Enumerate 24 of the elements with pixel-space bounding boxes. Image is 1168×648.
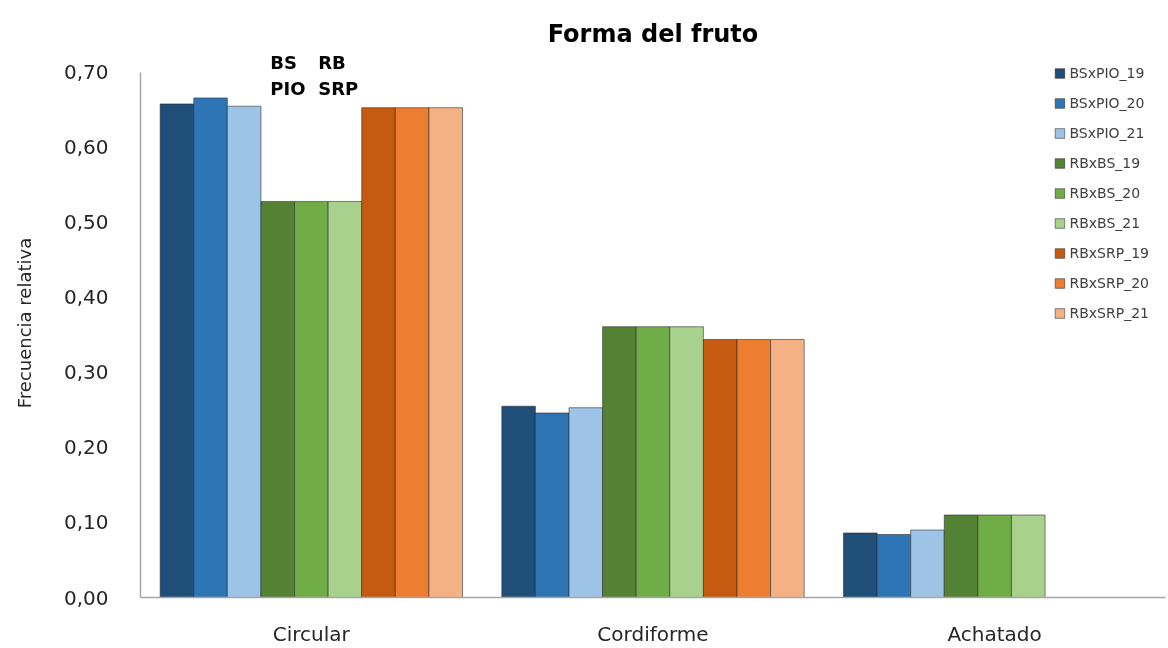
y-tick-label: 0,60 xyxy=(63,135,109,160)
y-tick-label: 0,30 xyxy=(63,360,109,385)
y-tick-label: 0,20 xyxy=(63,435,109,460)
y-tick-label: 0,70 xyxy=(63,60,109,85)
x-tick-label: Cordiforme xyxy=(597,621,709,646)
legend-label: RBxBS_19 xyxy=(1069,154,1141,172)
annotation: BS PIO xyxy=(270,52,306,100)
y-axis-title: Frecuencia relativa xyxy=(13,237,35,409)
legend-label: BSxPIO_21 xyxy=(1069,124,1145,142)
annotation: RB SRP xyxy=(318,52,359,100)
legend-label: BSxPIO_19 xyxy=(1069,64,1145,82)
legend-label: BSxPIO_20 xyxy=(1069,94,1145,112)
x-tick-label: Achatado xyxy=(947,621,1042,646)
y-tick-label: 0,50 xyxy=(63,210,109,235)
chart-title: Forma del fruto xyxy=(547,19,759,48)
legend-label: RBxSRP_19 xyxy=(1069,244,1149,262)
legend-label: RBxBS_21 xyxy=(1069,214,1141,232)
y-tick-label: 0,40 xyxy=(63,285,109,310)
legend-label: RBxSRP_20 xyxy=(1069,274,1149,292)
y-tick-label: 0,10 xyxy=(63,510,109,535)
x-tick-label: Circular xyxy=(272,621,351,646)
legend-label: RBxSRP_21 xyxy=(1069,304,1149,322)
legend-label: RBxBS_20 xyxy=(1069,184,1141,202)
y-tick-label: 0,00 xyxy=(63,585,109,610)
